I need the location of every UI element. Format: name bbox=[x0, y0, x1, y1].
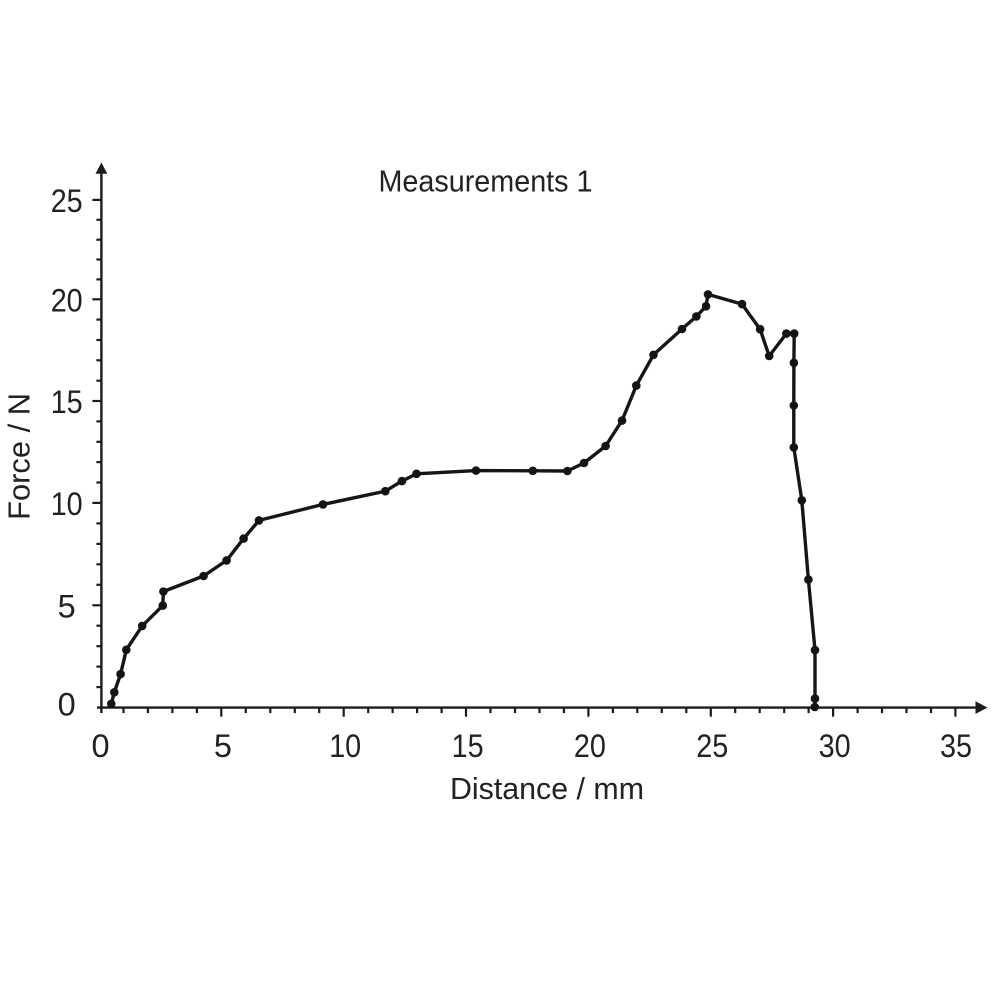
svg-text:0: 0 bbox=[91, 728, 109, 764]
svg-text:20: 20 bbox=[51, 282, 83, 318]
svg-text:25: 25 bbox=[51, 183, 83, 219]
svg-text:15: 15 bbox=[452, 728, 484, 764]
svg-text:20: 20 bbox=[574, 728, 606, 764]
svg-text:25: 25 bbox=[696, 728, 728, 764]
svg-text:10: 10 bbox=[329, 728, 361, 764]
svg-text:Distance / mm: Distance / mm bbox=[450, 771, 644, 806]
svg-text:35: 35 bbox=[940, 728, 972, 764]
svg-text:30: 30 bbox=[819, 728, 851, 764]
svg-text:Force / N: Force / N bbox=[2, 393, 37, 520]
svg-text:10: 10 bbox=[51, 486, 83, 522]
svg-text:0: 0 bbox=[58, 687, 76, 723]
svg-text:Measurements 1: Measurements 1 bbox=[379, 164, 593, 199]
svg-text:15: 15 bbox=[51, 384, 83, 420]
svg-text:5: 5 bbox=[58, 588, 76, 624]
svg-text:5: 5 bbox=[214, 728, 232, 764]
